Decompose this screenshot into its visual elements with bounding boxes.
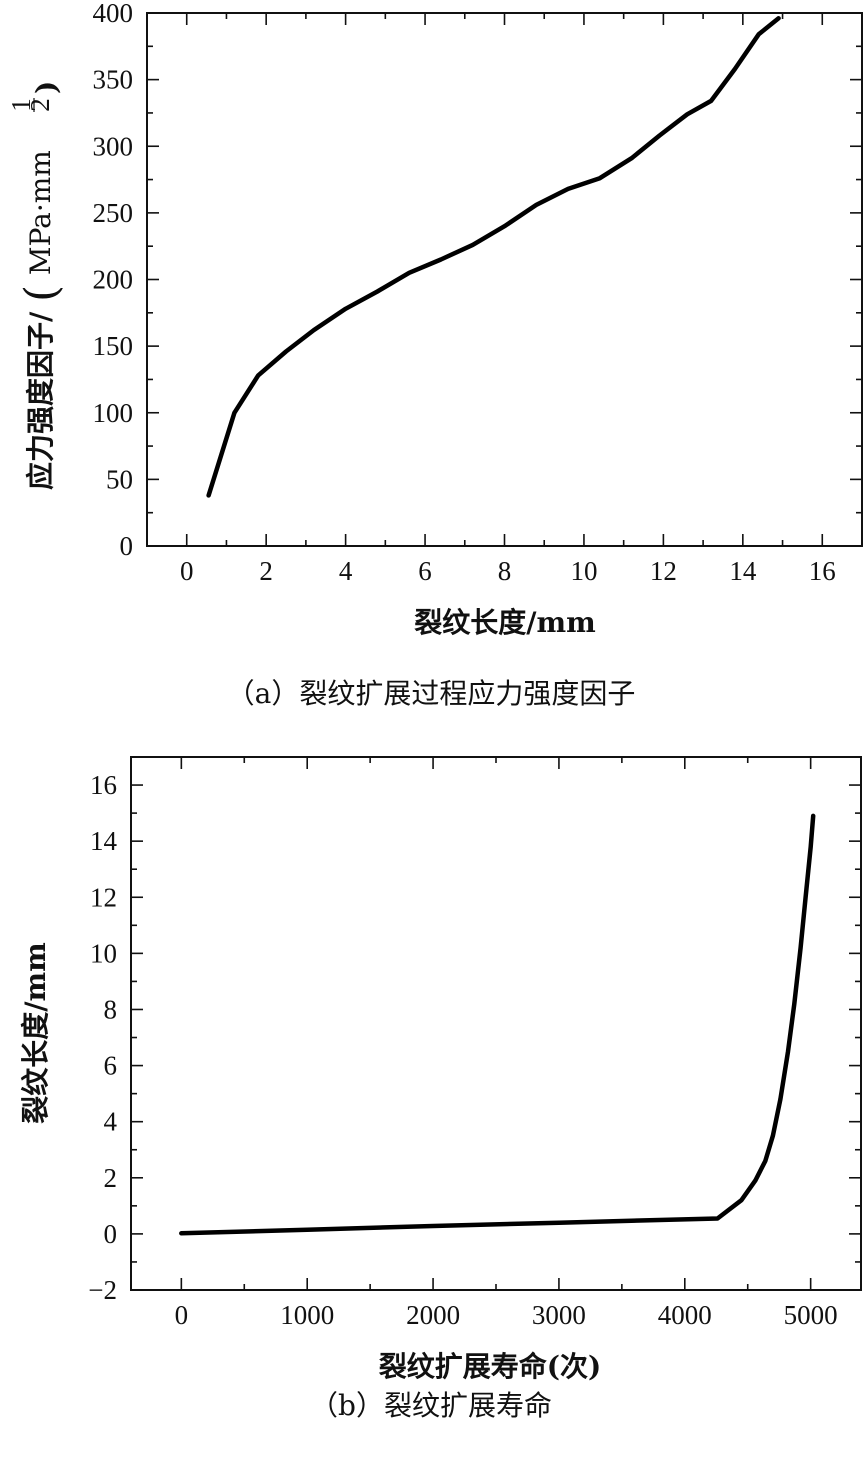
chart-a-series-line <box>206 16 781 498</box>
x-tick-label: 1000 <box>280 1300 334 1330</box>
x-tick-label: 14 <box>729 556 757 586</box>
y-tick-label: −2 <box>88 1275 117 1305</box>
x-tick-label: 0 <box>175 1300 189 1330</box>
x-tick-label: 4 <box>339 556 353 586</box>
svg-text:应力强度因子/ ( MPa·: 应力强度因子/ ( MPa·mm <box>16 150 67 490</box>
chart-b-plot-frame <box>130 756 862 1291</box>
y-tick-label: 4 <box>104 1107 118 1137</box>
chart-a-x-axis-label: 裂纹长度/mm <box>414 606 595 639</box>
y-tick-label: 0 <box>120 531 134 561</box>
y-tick-label: 12 <box>90 882 117 912</box>
y-tick-label: 200 <box>93 265 134 295</box>
x-tick-label: 0 <box>180 556 194 586</box>
chart-b-x-axis-label: 裂纹扩展寿命(次) <box>379 1350 602 1383</box>
chart-b-y-axis-label: 裂纹长度/mm <box>19 942 52 1123</box>
x-tick-label: 4000 <box>658 1300 712 1330</box>
y-tick-label: 350 <box>93 65 134 95</box>
chart-b-ticks <box>131 756 861 1291</box>
chart-a-y-axis-label-group: 应力强度因子/ ( MPa·mm 1 2 ) <box>6 81 67 490</box>
chart-a-ticks <box>146 12 863 547</box>
chart-b-caption: （b）裂纹扩展寿命 <box>310 1389 552 1422</box>
y-tick-label: 10 <box>90 938 117 968</box>
y-tick-label: 16 <box>90 770 117 800</box>
x-tick-label: 12 <box>650 556 677 586</box>
chart-a-y-axis-label: 应力强度因子/ <box>24 311 57 490</box>
chart-a-caption: （a）裂纹扩展过程应力强度因子 <box>227 677 636 710</box>
y-tick-label: 150 <box>93 331 134 361</box>
x-tick-label: 5000 <box>784 1300 838 1330</box>
y-tick-label: 250 <box>93 198 134 228</box>
y-tick-label: 8 <box>104 994 118 1024</box>
chart-a-y-axis-unit: MPa·mm <box>24 150 57 275</box>
x-tick-label: 8 <box>498 556 512 586</box>
chart-a-y-axis-exponent-num: 1 <box>6 98 36 112</box>
x-tick-label: 16 <box>809 556 836 586</box>
y-tick-label: 2 <box>104 1163 118 1193</box>
y-tick-label: 14 <box>90 826 118 856</box>
y-tick-label: 50 <box>106 464 133 494</box>
x-tick-label: 3000 <box>532 1300 586 1330</box>
chart-a-plot-frame <box>146 12 863 547</box>
y-tick-label: 6 <box>104 1051 118 1081</box>
y-tick-label: 300 <box>93 131 134 161</box>
chart-a-y-axis-exponent-den: 2 <box>25 98 55 112</box>
y-tick-label: 0 <box>104 1219 118 1249</box>
chart-a-tick-labels: 0 2 4 6 8 10 12 14 16 0 50 100 150 200 250 300 350 400 <box>93 0 836 586</box>
chart-b-crack-growth-life: 0 1000 2000 3000 4000 5000 −2 0 2 4 6 8 10 12 14 16 裂纹扩… <box>19 756 862 1422</box>
chart-b-series-line <box>179 813 816 1236</box>
y-tick-label: 100 <box>93 398 134 428</box>
chart-a-y-axis-paren-open: ( <box>16 285 67 302</box>
x-tick-label: 2 <box>259 556 273 586</box>
x-tick-label: 2000 <box>406 1300 460 1330</box>
x-tick-label: 6 <box>418 556 432 586</box>
y-tick-label: 400 <box>93 0 134 28</box>
chart-b-tick-labels: 0 1000 2000 3000 4000 5000 −2 0 2 4 6 8 10 12 14 16 <box>88 770 837 1330</box>
x-tick-label: 10 <box>570 556 597 586</box>
chart-a-y-axis-paren-close: ) <box>30 81 63 94</box>
